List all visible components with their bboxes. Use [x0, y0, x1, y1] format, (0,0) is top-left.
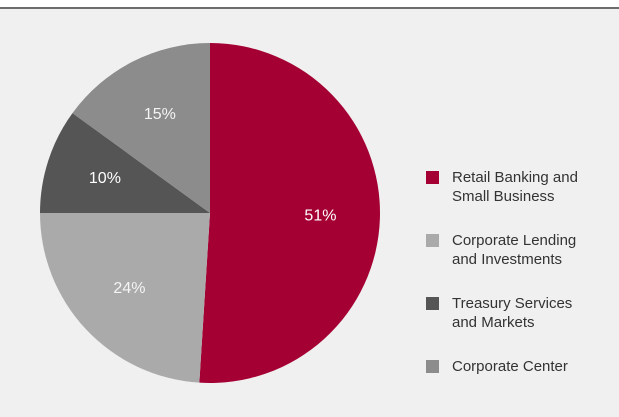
- slice-label: 24%: [113, 280, 145, 297]
- slice-label: 51%: [304, 208, 336, 225]
- legend-label: Corporate Center: [452, 358, 568, 375]
- legend-swatch: [426, 234, 439, 247]
- legend-label: Retail Banking and Small Business: [452, 169, 578, 205]
- legend-swatch: [426, 171, 439, 184]
- pie-slice: [40, 213, 210, 383]
- slice-label: 15%: [144, 106, 176, 123]
- pie-slice: [40, 113, 210, 213]
- pie-slice: [199, 43, 380, 383]
- legend-swatch: [426, 360, 439, 373]
- legend-swatch: [426, 297, 439, 310]
- legend-label: Corporate Lending and Investments: [452, 232, 577, 268]
- pie-slice: [72, 43, 211, 213]
- slice-label: 10%: [89, 170, 121, 187]
- legend-label: Treasury Services and Markets: [452, 295, 573, 331]
